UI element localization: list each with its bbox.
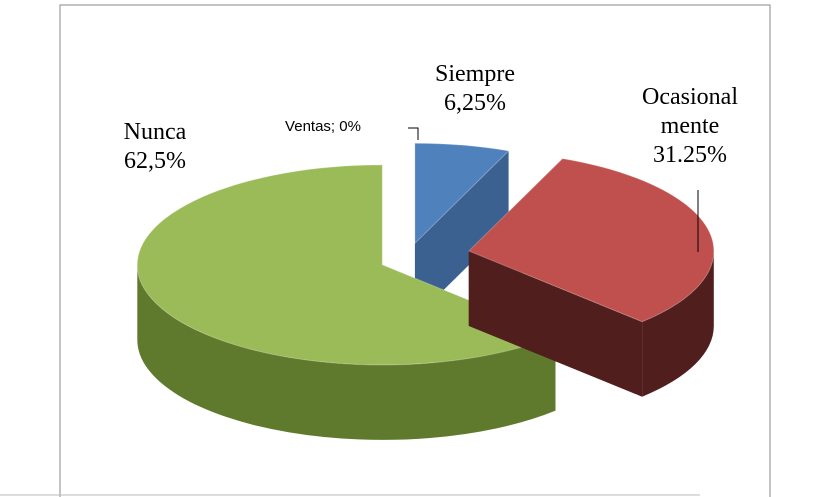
slice — [414, 142, 510, 245]
slice-wall — [137, 264, 556, 440]
value-label: 62,5% — [124, 148, 186, 174]
category-label: Ventas — [285, 118, 331, 135]
category-label: Siempre — [435, 61, 515, 87]
category-label: Nunca — [123, 119, 187, 145]
value-label: 0% — [339, 118, 361, 135]
slice-wall — [642, 251, 714, 397]
value-label: 6,25% — [444, 90, 506, 116]
chart-border — [59, 4, 771, 497]
data-label: Ocasional mente 31.25% — [620, 83, 760, 170]
slice-side — [414, 150, 509, 319]
category-label: Ocasional mente — [642, 84, 738, 139]
slice — [467, 158, 715, 323]
slice — [136, 164, 557, 366]
pie — [136, 142, 715, 440]
leader-line — [408, 127, 419, 140]
data-label: Nunca 62,5% — [95, 118, 215, 176]
data-label: Ventas; 0% — [285, 118, 361, 135]
slice-side — [468, 251, 643, 397]
data-label: Siempre 6,25% — [415, 60, 535, 118]
value-label: 31.25% — [653, 142, 727, 168]
